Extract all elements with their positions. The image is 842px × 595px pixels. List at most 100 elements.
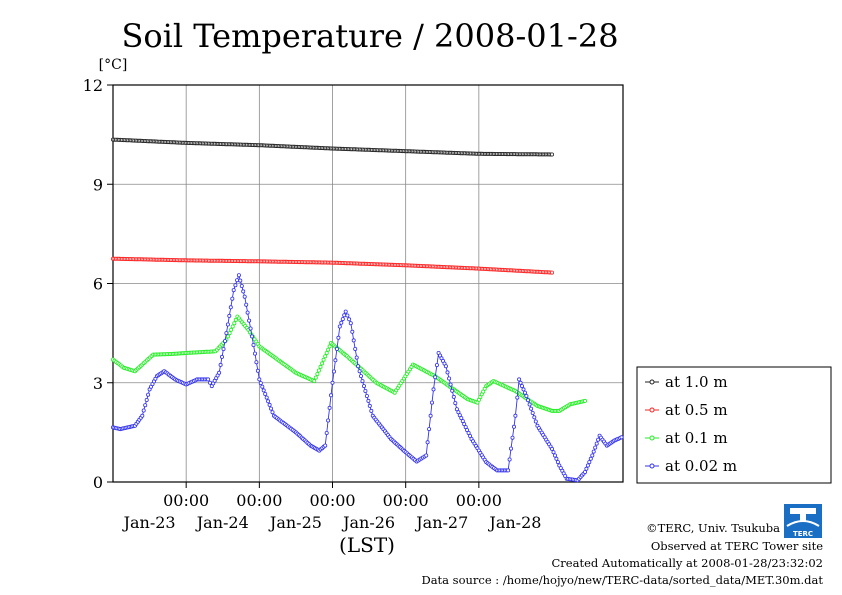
data-point [331,369,336,374]
data-point [251,342,256,347]
data-point [228,305,233,310]
data-point [507,457,512,462]
data-point [315,371,320,376]
legend-swatch-marker [649,463,655,469]
x-date-label: Jan-23 [122,513,176,532]
y-tick-label: 6 [93,275,103,294]
legend-label: at 0.1 m [665,429,728,447]
data-point [230,296,235,301]
data-point [333,358,338,363]
data-point [527,402,532,407]
series-0 [111,137,555,157]
data-point [248,326,253,331]
data-point [451,394,456,399]
data-point [357,369,362,374]
legend-item: at 0.1 m [645,429,728,447]
data-point [238,278,243,283]
logo-mark [790,508,816,522]
footer-copyright: ©TERC, Univ. Tsukuba [646,521,780,535]
data-point [324,430,329,435]
legend-swatch-marker [649,435,655,441]
legend-box [636,366,832,484]
x-date-label: Jan-25 [268,513,322,532]
x-tick-time-label: 00:00 [163,491,209,510]
data-point [233,317,238,322]
data-point [367,403,372,408]
data-point [206,377,211,382]
data-point [431,387,436,392]
footer-created: Created Automatically at 2008-01-28/23:3… [552,556,824,570]
data-point [268,406,273,411]
data-point [351,338,356,343]
data-point [312,379,317,384]
data-point [218,362,223,367]
x-tick-time-label: 00:00 [383,491,429,510]
data-point [584,466,589,471]
legend-item: at 0.02 m [645,457,737,475]
data-point [462,422,467,427]
data-point [363,388,368,393]
data-point [427,427,432,432]
series-layer [111,137,624,483]
x-date-label: Jan-27 [414,513,468,532]
y-axis-ticks: 0 3 6 9 12 [83,76,113,492]
data-point [429,400,434,405]
data-point [530,410,535,415]
data-point [433,375,438,380]
x-date-label: Jan-24 [195,513,249,532]
data-point [354,355,359,360]
x-axis-label: (LST) [339,533,395,557]
data-point [323,443,328,448]
data-point [524,393,529,398]
data-point [554,456,559,461]
data-point [316,368,321,373]
data-point [450,388,455,393]
data-point [270,410,275,415]
data-point [257,377,262,382]
data-point [347,317,352,322]
data-point [508,446,513,451]
data-point [313,375,318,380]
data-point [260,384,265,389]
x-tick-time-label: 00:00 [309,491,355,510]
y-tick-label: 3 [93,374,103,393]
footer-observed: Observed at TERC Tower site [651,539,823,553]
data-point [424,453,429,458]
data-point [466,430,471,435]
data-point [356,364,361,369]
legend-item: at 0.5 m [645,401,728,419]
y-tick-label: 0 [93,473,103,492]
data-point [510,435,515,440]
legend-item: at 1.0 m [645,373,728,391]
legend-label: at 0.02 m [665,457,737,475]
x-date-label: Jan-26 [341,513,395,532]
data-point [321,357,326,362]
data-point [266,399,271,404]
data-point [224,331,229,336]
data-point [143,403,148,408]
data-point [247,318,252,323]
data-point [244,302,249,307]
data-point [353,346,358,351]
data-point [445,370,450,375]
data-point [337,324,342,329]
data-point [369,408,374,413]
data-point [230,324,235,329]
data-point [239,283,244,288]
data-point [252,351,257,356]
data-point [551,450,556,455]
data-point [550,270,555,275]
data-point [550,446,555,451]
data-point [555,460,560,465]
legend: at 1.0 m at 0.5 m at 0.1 m at 0.02 m [645,373,737,475]
data-point [334,346,339,351]
data-point [233,283,238,288]
data-point [587,460,592,465]
data-point [520,384,525,389]
data-point [336,335,341,340]
x-tick-time-label: 00:00 [236,491,282,510]
data-point [459,416,464,421]
data-point [339,320,344,325]
data-point [506,468,511,473]
